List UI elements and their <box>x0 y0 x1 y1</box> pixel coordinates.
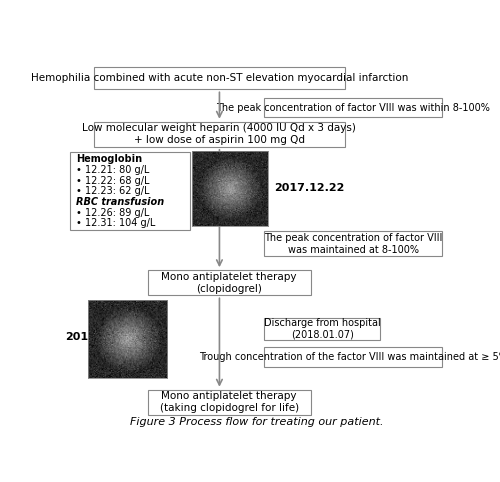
Text: Low molecular weight heparin (4000 IU Qd x 3 days)
+ low dose of aspirin 100 mg : Low molecular weight heparin (4000 IU Qd… <box>82 123 356 145</box>
FancyBboxPatch shape <box>70 152 190 230</box>
FancyBboxPatch shape <box>264 231 442 256</box>
FancyBboxPatch shape <box>148 389 310 415</box>
FancyBboxPatch shape <box>264 98 442 117</box>
Text: Hemophilia combined with acute non-ST elevation myocardial infarction: Hemophilia combined with acute non-ST el… <box>31 73 408 83</box>
Text: Mono antiplatelet therapy
(taking clopidogrel for life): Mono antiplatelet therapy (taking clopid… <box>160 391 298 413</box>
Text: Hemoglobin: Hemoglobin <box>76 154 142 164</box>
Text: • 12.23: 62 g/L: • 12.23: 62 g/L <box>76 187 150 197</box>
Text: The peak concentration of factor VIII
was maintained at 8-100%: The peak concentration of factor VIII wa… <box>264 233 442 254</box>
Text: • 12.21: 80 g/L: • 12.21: 80 g/L <box>76 165 150 175</box>
Text: Figure 3 Process flow for treating our patient.: Figure 3 Process flow for treating our p… <box>130 417 383 427</box>
Text: • 12.31: 104 g/L: • 12.31: 104 g/L <box>76 218 156 228</box>
Text: Discharge from hospital
(2018.01.07): Discharge from hospital (2018.01.07) <box>264 318 380 340</box>
Text: Trough concentration of the factor VIII was maintained at ≥ 5%: Trough concentration of the factor VIII … <box>198 352 500 362</box>
FancyBboxPatch shape <box>264 319 380 340</box>
Text: • 12.26: 89 g/L: • 12.26: 89 g/L <box>76 208 150 218</box>
FancyBboxPatch shape <box>264 348 442 367</box>
FancyBboxPatch shape <box>94 67 346 89</box>
Text: • 12.22: 68 g/L: • 12.22: 68 g/L <box>76 176 150 186</box>
Text: Mono antiplatelet therapy
(clopidogrel): Mono antiplatelet therapy (clopidogrel) <box>162 272 297 294</box>
Text: 2017.12.26: 2017.12.26 <box>66 332 136 342</box>
FancyBboxPatch shape <box>148 270 310 295</box>
Text: 2017.12.22: 2017.12.22 <box>274 184 344 193</box>
FancyBboxPatch shape <box>94 121 346 147</box>
Text: RBC transfusion: RBC transfusion <box>76 197 164 207</box>
Text: The peak concentration of factor VIII was within 8-100%: The peak concentration of factor VIII wa… <box>216 103 490 113</box>
